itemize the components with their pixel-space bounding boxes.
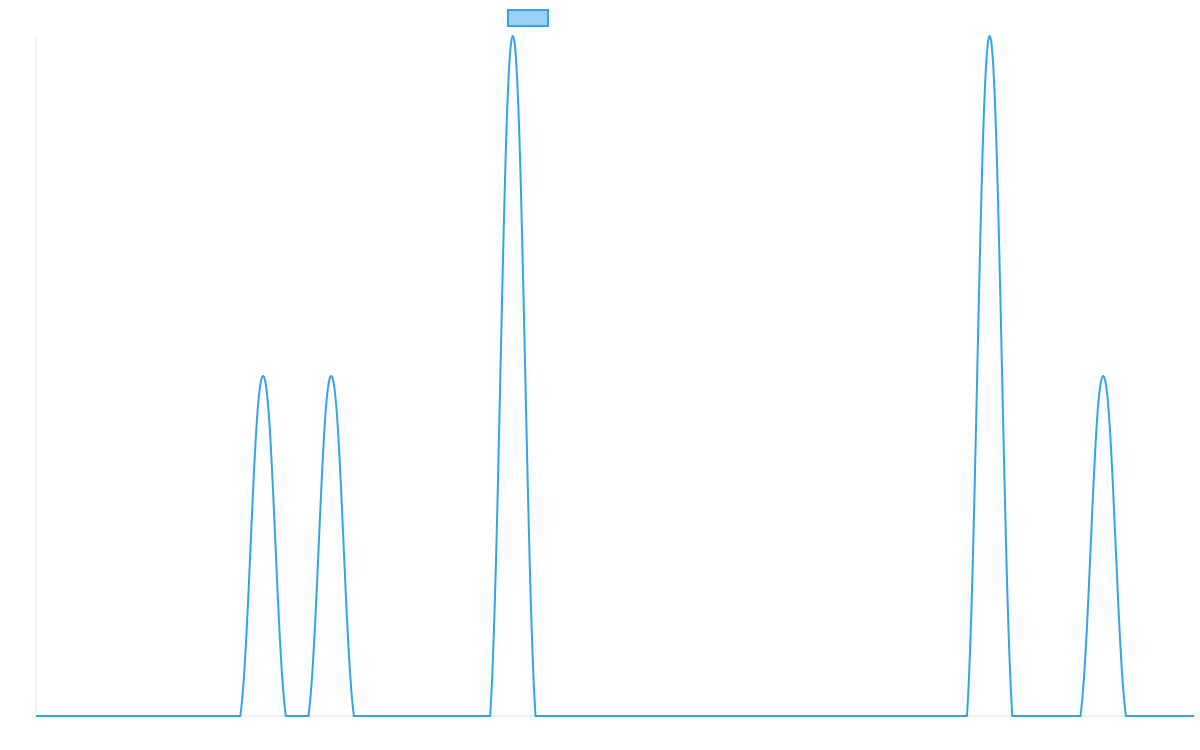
line-series: [36, 34, 1194, 717]
legend-swatch: [507, 9, 549, 27]
